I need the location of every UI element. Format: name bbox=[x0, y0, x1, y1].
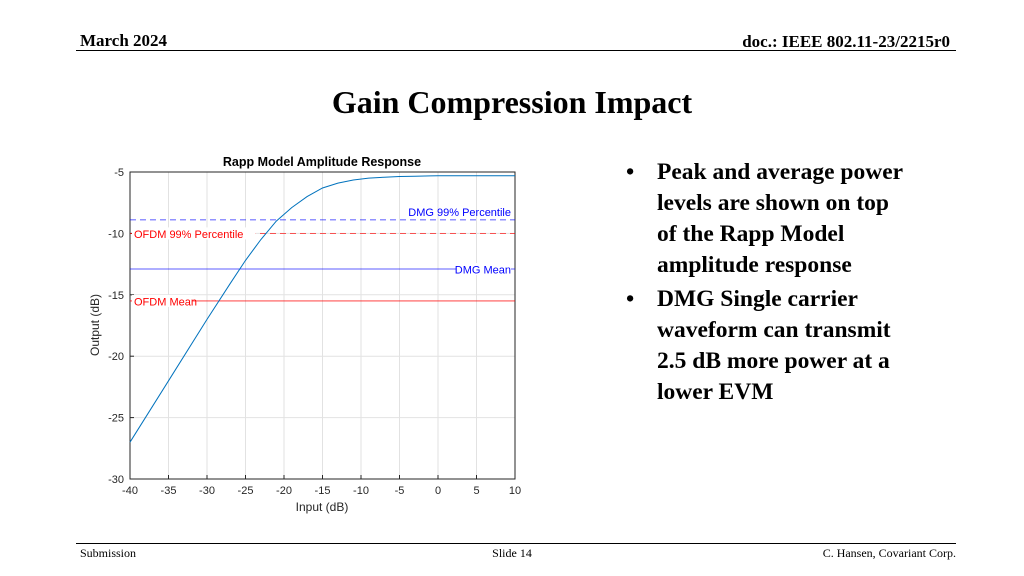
x-tick-label: -15 bbox=[315, 485, 331, 497]
chart-ticks: -40 -35 -30 -25 -20 -15 -10 -5 0 5 10 -30 -25 -20 -15 -… bbox=[108, 167, 521, 497]
reference-label-bg bbox=[132, 294, 193, 307]
chart-title: Rapp Model Amplitude Response bbox=[223, 155, 421, 169]
y-tick-label: -30 bbox=[108, 474, 124, 486]
header-date: March 2024 bbox=[80, 31, 168, 50]
reference-label-bg bbox=[132, 227, 256, 240]
x-tick-label: 0 bbox=[435, 485, 441, 497]
y-tick-label: -10 bbox=[108, 228, 124, 240]
y-tick-label: -5 bbox=[114, 167, 124, 179]
y-tick-label: -20 bbox=[108, 351, 124, 363]
x-tick-label: -35 bbox=[161, 485, 177, 497]
reference-label: DMG 99% Percentile bbox=[408, 207, 511, 219]
x-tick-label: -40 bbox=[122, 485, 138, 497]
reference-label-bg bbox=[456, 263, 511, 276]
bullet-item: • DMG Single carrier waveform can transm… bbox=[626, 284, 906, 408]
bullet-text: Peak and average power levels are shown … bbox=[657, 159, 903, 278]
bullet-text: DMG Single carrier waveform can transmit… bbox=[657, 286, 891, 405]
bullet-dot-icon: • bbox=[626, 159, 635, 185]
chart-ylabel: Output (dB) bbox=[88, 294, 102, 356]
reference-label: OFDM 99% Percentile bbox=[134, 229, 243, 241]
x-tick-label: -5 bbox=[395, 485, 405, 497]
series-line bbox=[129, 175, 515, 443]
reference-lines: DMG 99% Percentile OFDM 99% Percentile DMG… bbox=[130, 207, 515, 308]
bullet-item: • Peak and average power levels are show… bbox=[626, 157, 906, 281]
x-tick-label: -20 bbox=[276, 485, 292, 497]
footer-author: C. Hansen, Covariant Corp. bbox=[822, 546, 956, 560]
y-tick-label: -15 bbox=[108, 290, 124, 302]
header-doc-id: doc.: IEEE 802.11-23/2215r0 bbox=[742, 32, 950, 51]
x-tick-label: 5 bbox=[473, 485, 479, 497]
x-tick-label: -25 bbox=[238, 485, 254, 497]
x-tick-label: -10 bbox=[353, 485, 369, 497]
bullet-list: • Peak and average power levels are show… bbox=[626, 157, 906, 411]
slide-title: Gain Compression Impact bbox=[331, 84, 693, 120]
chart-series bbox=[129, 175, 515, 443]
footer-submission: Submission bbox=[80, 546, 137, 560]
footer-rule bbox=[76, 543, 956, 544]
x-tick-label: 10 bbox=[509, 485, 521, 497]
y-tick-label: -25 bbox=[108, 413, 124, 425]
chart-xlabel: Input (dB) bbox=[296, 500, 349, 514]
reference-label: DMG Mean bbox=[455, 265, 511, 277]
reference-label: OFDM Mean bbox=[134, 296, 197, 308]
header-rule bbox=[76, 50, 956, 51]
x-tick-label: -30 bbox=[199, 485, 215, 497]
footer-slide-number: Slide 14 bbox=[492, 546, 532, 560]
bullet-dot-icon: • bbox=[626, 286, 635, 312]
